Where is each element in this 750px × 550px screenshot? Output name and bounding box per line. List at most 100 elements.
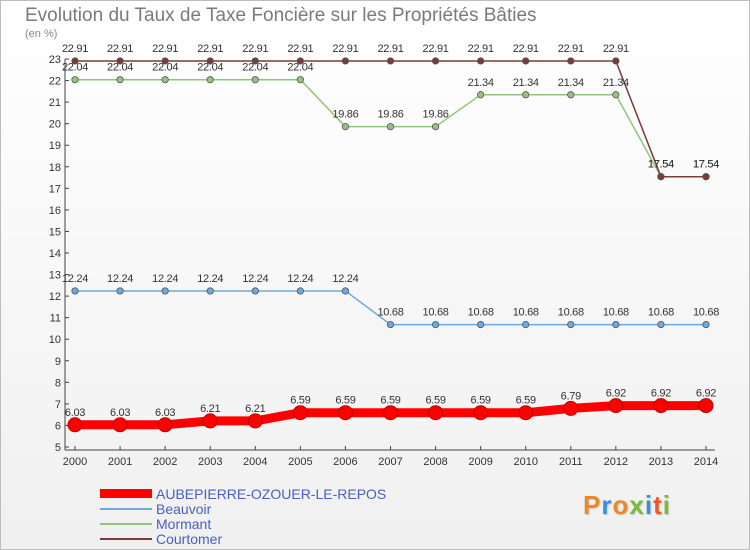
data-label: 22.91 xyxy=(332,43,358,55)
legend: AUBEPIERRE-OZOUER-LE-REPOS Beauvoir Morm… xyxy=(100,486,386,547)
data-label: 21.34 xyxy=(558,77,584,89)
data-point xyxy=(116,76,124,84)
chart-title: Evolution du Taux de Taxe Foncière sur l… xyxy=(25,5,537,26)
data-point xyxy=(341,57,350,65)
data-label: 10.68 xyxy=(648,307,674,319)
data-label: 10.68 xyxy=(377,307,403,319)
data-label: 19.86 xyxy=(332,109,358,121)
data-point xyxy=(612,57,620,65)
data-point xyxy=(473,405,489,421)
x-tick-label: 2013 xyxy=(649,456,673,468)
y-tick-label: 6 xyxy=(55,420,61,432)
data-point xyxy=(296,287,304,295)
data-point xyxy=(431,320,440,329)
data-point xyxy=(206,287,214,295)
data-point xyxy=(612,91,620,99)
data-point xyxy=(337,405,353,421)
data-point xyxy=(251,76,259,84)
data-point xyxy=(567,91,575,99)
data-label: 12.24 xyxy=(242,273,268,285)
data-point xyxy=(612,320,620,329)
data-point xyxy=(247,413,263,429)
logo-letter: i xyxy=(644,490,654,520)
data-point xyxy=(341,287,350,295)
data-label: 6.92 xyxy=(696,388,716,400)
legend-label: Mormant xyxy=(156,515,212,532)
logo-letter: r xyxy=(601,490,613,520)
data-point xyxy=(702,173,710,181)
data-label: 22.04 xyxy=(107,62,133,74)
data-label: 22.91 xyxy=(242,43,268,55)
data-point xyxy=(477,57,485,65)
data-point xyxy=(206,76,214,84)
logo-letter: o xyxy=(612,490,630,520)
data-label: 10.68 xyxy=(468,307,494,319)
x-tick-label: 2007 xyxy=(378,456,402,468)
data-label: 12.24 xyxy=(287,273,313,285)
y-tick-label: 12 xyxy=(49,291,61,303)
proxiti-logo[interactable]: Proxiti xyxy=(583,490,671,521)
data-label: 19.86 xyxy=(423,109,449,121)
data-point xyxy=(251,57,259,65)
data-point xyxy=(206,57,214,65)
legend-item[interactable]: Courtomer xyxy=(100,531,386,547)
legend-item[interactable]: AUBEPIERRE-OZOUER-LE-REPOS xyxy=(100,486,386,502)
data-label: 21.34 xyxy=(513,77,539,89)
data-point xyxy=(657,320,665,329)
data-label: 22.91 xyxy=(603,43,629,55)
data-label: 6.21 xyxy=(245,403,265,415)
data-label: 6.92 xyxy=(606,388,626,400)
y-tick-label: 16 xyxy=(49,205,61,217)
data-point xyxy=(386,123,395,131)
legend-swatch xyxy=(100,489,152,498)
data-label: 10.68 xyxy=(513,307,539,319)
data-label: 12.24 xyxy=(107,273,133,285)
legend-item[interactable]: Mormant xyxy=(100,515,386,532)
data-label: 10.68 xyxy=(603,307,629,319)
data-point xyxy=(567,57,575,65)
data-point xyxy=(112,417,128,433)
data-point xyxy=(251,287,259,295)
data-point xyxy=(477,320,485,329)
logo-letter: i xyxy=(662,490,671,520)
data-point xyxy=(702,320,710,329)
data-point xyxy=(477,91,485,99)
y-tick-label: 22 xyxy=(49,76,61,88)
y-tick-label: 11 xyxy=(50,313,61,325)
data-label: 22.91 xyxy=(558,43,584,55)
data-point xyxy=(202,413,218,429)
y-tick-label: 9 xyxy=(55,356,61,368)
logo-letter: x xyxy=(629,490,645,520)
x-tick-label: 2003 xyxy=(198,456,222,468)
data-point xyxy=(431,123,440,131)
legend-item[interactable]: Beauvoir xyxy=(100,501,386,517)
data-label: 6.59 xyxy=(516,395,536,407)
data-point xyxy=(522,91,530,99)
y-tick-label: 8 xyxy=(55,377,61,389)
data-label: 22.91 xyxy=(513,43,539,55)
data-label: 22.91 xyxy=(287,43,313,55)
y-tick-label: 15 xyxy=(49,226,61,238)
data-label: 22.91 xyxy=(107,43,133,55)
data-label: 6.21 xyxy=(200,403,220,415)
data-label: 22.91 xyxy=(468,43,494,55)
data-point xyxy=(116,287,124,295)
data-point xyxy=(698,398,714,414)
data-label: 22.04 xyxy=(287,62,313,74)
legend-swatch xyxy=(100,522,152,525)
data-point xyxy=(428,405,444,421)
data-label: 10.68 xyxy=(423,307,449,319)
data-label: 12.24 xyxy=(62,273,88,285)
data-label: 22.91 xyxy=(152,43,178,55)
x-tick-label: 2010 xyxy=(513,456,537,468)
data-label: 22.91 xyxy=(377,43,403,55)
data-point xyxy=(522,57,530,65)
data-point xyxy=(296,57,304,65)
x-tick-label: 2000 xyxy=(63,456,87,468)
data-point xyxy=(386,320,395,329)
data-label: 12.24 xyxy=(197,273,223,285)
logo-letter: t xyxy=(653,490,663,520)
x-tick-label: 2012 xyxy=(604,456,628,468)
data-point xyxy=(71,76,79,84)
data-point xyxy=(563,400,579,416)
